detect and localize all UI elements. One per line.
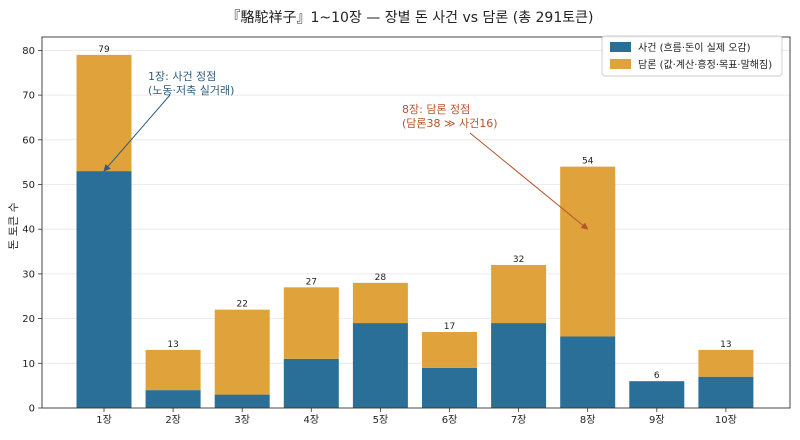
x-tick-label-6: 6장 xyxy=(442,414,458,426)
total-label-3: 22 xyxy=(236,300,247,310)
bar-discourse-2 xyxy=(145,349,201,391)
legend-frame xyxy=(601,35,783,77)
total-label-5: 28 xyxy=(375,273,387,283)
bar-event-10 xyxy=(698,376,754,408)
chart-title: 『駱駝祥子』1~10장 — 장별 돈 사건 vs 담론 (총 291토큰) xyxy=(227,10,594,26)
bar-event-4 xyxy=(283,358,339,408)
bar-event-1 xyxy=(76,171,132,408)
x-tick-label-8: 8장 xyxy=(580,414,596,426)
bar-event-3 xyxy=(214,394,270,408)
bar-discourse-4 xyxy=(283,287,339,359)
total-label-7: 32 xyxy=(513,255,524,265)
annotations: 1장: 사건 정점(노동·저축 실거래) 8장: 담론 정점(담론38 ≫ 사건1… xyxy=(103,70,589,230)
y-tick-label-7: 70 xyxy=(22,91,35,102)
y-tick-label-0: 0 xyxy=(29,404,35,415)
bars xyxy=(76,54,754,408)
legend: 사건 (흐름·돈이 실제 오감) 담론 (값·계산·흥정·목표·말해짐) xyxy=(601,35,783,77)
x-tick-label-4: 4장 xyxy=(304,414,320,426)
y-axis-label: 돈 토큰 수 xyxy=(7,202,20,249)
x-tick-label-5: 5장 xyxy=(373,414,389,426)
annotation-1-arrow xyxy=(103,94,171,172)
bar-event-5 xyxy=(352,323,408,408)
annotation-1-line-1: 1장: 사건 정점 xyxy=(148,70,216,83)
bar-event-2 xyxy=(145,390,201,408)
legend-label-discourse: 담론 (값·계산·흥정·목표·말해짐) xyxy=(638,58,772,71)
legend-swatch-event xyxy=(610,42,631,52)
bar-event-7 xyxy=(491,323,547,408)
annotation-2-line-1: 8장: 담론 정점 xyxy=(402,103,470,116)
total-label-2: 13 xyxy=(167,340,178,350)
x-tick-label-3: 3장 xyxy=(234,414,250,426)
bar-discourse-10 xyxy=(698,349,754,377)
x-tick-label-9: 9장 xyxy=(649,414,665,426)
total-label-4: 27 xyxy=(306,277,317,287)
total-label-9: 6 xyxy=(654,371,660,381)
bar-discourse-7 xyxy=(491,264,547,324)
bar-discourse-8 xyxy=(560,166,616,337)
bar-event-6 xyxy=(422,367,477,408)
y-tick-label-3: 30 xyxy=(22,269,35,280)
x-tick-label-10: 10장 xyxy=(715,414,737,426)
annotation-2-line-2: (담론38 ≫ 사건16) xyxy=(402,117,498,130)
y-tick-label-5: 50 xyxy=(22,180,35,191)
axes: 0 10 20 30 40 50 60 70 80 1장 2장 3장 4장 5장 6장 7장 8장 9장 10장 xyxy=(22,36,791,426)
legend-label-event: 사건 (흐름·돈이 실제 오감) xyxy=(638,42,751,54)
total-label-10: 13 xyxy=(720,340,731,350)
y-tick-label-6: 60 xyxy=(22,135,35,146)
plot-frame xyxy=(41,36,791,409)
bar-discourse-3 xyxy=(214,309,270,395)
grid-lines xyxy=(42,50,790,364)
y-tick-label-2: 20 xyxy=(22,314,35,325)
bar-discourse-1 xyxy=(76,54,132,172)
y-tick-label-4: 40 xyxy=(22,225,35,236)
total-label-6: 17 xyxy=(444,322,455,332)
x-tick-label-2: 2장 xyxy=(165,414,181,426)
annotation-2-arrow xyxy=(469,132,589,230)
annotation-1-line-2: (노동·저축 실거래) xyxy=(148,84,234,97)
total-label-1: 79 xyxy=(98,45,110,55)
x-tick-label-7: 7장 xyxy=(511,414,527,426)
bar-event-9 xyxy=(629,381,685,408)
y-tick-label-1: 10 xyxy=(22,359,35,370)
bar-event-8 xyxy=(560,336,616,408)
legend-swatch-discourse xyxy=(610,59,631,69)
total-label-8: 54 xyxy=(582,157,594,167)
x-tick-label-1: 1장 xyxy=(96,414,112,426)
y-tick-label-8: 80 xyxy=(22,46,35,57)
bar-discourse-6 xyxy=(422,332,477,368)
bar-discourse-5 xyxy=(352,282,408,324)
bar-total-labels: 79 13 22 27 28 17 32 54 6 13 xyxy=(98,45,731,381)
